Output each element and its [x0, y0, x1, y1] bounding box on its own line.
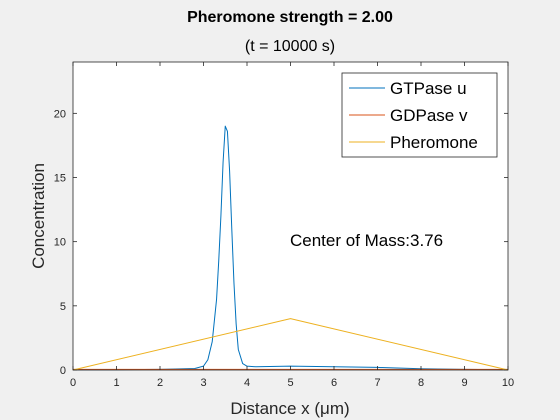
x-tick-label: 3 — [200, 377, 206, 389]
series-line-gtpase-u — [73, 125, 509, 371]
x-tick-label: 6 — [331, 377, 337, 389]
x-tick-label: 8 — [418, 377, 424, 389]
legend-label-pheromone: Pheromone — [390, 133, 478, 152]
x-tick-label: 10 — [502, 377, 514, 389]
x-tick-label: 9 — [461, 377, 467, 389]
chart-title: Pheromone strength = 2.00 — [187, 9, 393, 26]
y-axis-label: Concentration — [29, 163, 48, 269]
x-tick-label: 0 — [70, 377, 76, 389]
x-axis-label: Distance x (μm) — [230, 399, 349, 418]
legend-label-gdpase-v: GDPase v — [390, 106, 468, 125]
x-tick-label: 2 — [157, 377, 163, 389]
x-tick-label: 4 — [244, 377, 250, 389]
legend-items: GTPase u GDPase v Pheromone — [349, 79, 478, 152]
y-tick-label: 10 — [54, 237, 66, 249]
tick-layer: 0 1 2 3 4 5 6 7 8 9 10 0 5 10 15 20 — [54, 62, 514, 389]
legend: GTPase u GDPase v Pheromone — [341, 72, 498, 158]
center-of-mass-annotation: Center of Mass:3.76 — [290, 231, 443, 250]
chart-subtitle: (t = 10000 s) — [245, 38, 335, 55]
legend-label-gtpase-u: GTPase u — [390, 79, 467, 98]
series-line-pheromone — [72, 318, 509, 371]
x-tick-label: 7 — [374, 377, 380, 389]
x-tick-label: 5 — [287, 377, 293, 389]
y-tick-label: 5 — [60, 301, 66, 313]
y-tick-label: 0 — [60, 365, 66, 377]
x-tick-label: 1 — [113, 377, 119, 389]
y-tick-label: 15 — [54, 173, 66, 185]
y-tick-label: 20 — [54, 108, 66, 120]
